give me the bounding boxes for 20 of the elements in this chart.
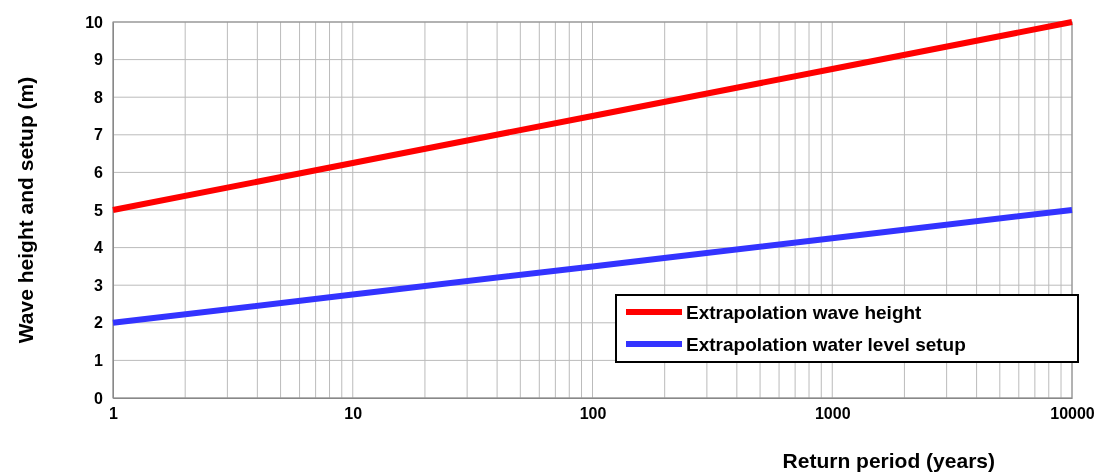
y-axis-title: Wave height and setup (m) — [14, 76, 37, 344]
legend-label: Extrapolation water level setup — [686, 334, 966, 355]
y-tick-label: 8 — [94, 88, 104, 106]
y-tick-label: 10 — [85, 13, 104, 31]
x-tick-label: 100 — [579, 405, 607, 423]
y-tick-label: 0 — [94, 389, 104, 407]
y-tick-label: 5 — [94, 201, 104, 219]
y-tick-label: 9 — [94, 51, 104, 69]
y-tick-label: 3 — [94, 276, 104, 294]
x-tick-label: 1 — [109, 405, 119, 423]
x-axis-title: Return period (years) — [782, 449, 995, 472]
y-tick-label: 1 — [94, 352, 104, 370]
y-tick-label: 2 — [94, 314, 104, 332]
legend-label: Extrapolation wave height — [686, 302, 923, 323]
y-tick-label: 4 — [94, 239, 104, 257]
x-tick-label: 1000 — [814, 405, 851, 423]
y-tick-label: 6 — [94, 164, 104, 182]
x-tick-label: 10 — [344, 405, 363, 423]
x-tick-label: 10000 — [1050, 405, 1095, 423]
y-tick-label: 7 — [94, 126, 104, 144]
